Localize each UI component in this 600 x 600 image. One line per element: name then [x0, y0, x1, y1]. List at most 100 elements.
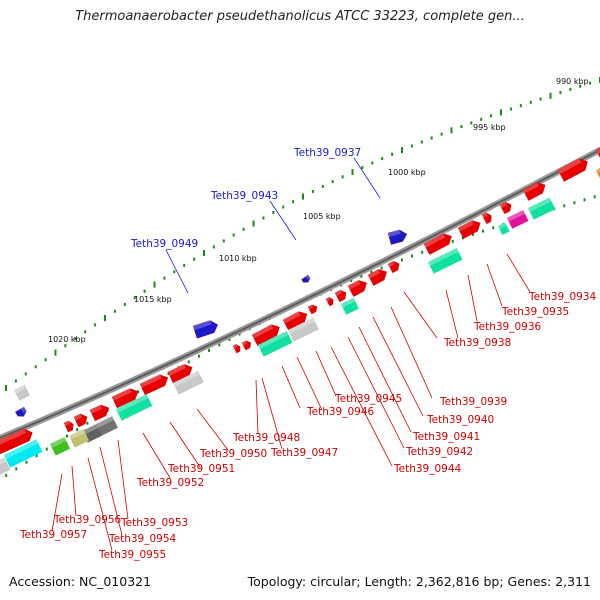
- gene-label[interactable]: Teth39_0941: [412, 431, 480, 443]
- gene-arrow-highlight: [308, 304, 314, 310]
- gene-label[interactable]: Teth39_0948: [232, 432, 300, 444]
- scale-tick: [331, 180, 334, 184]
- gene-arrow-highlight: [252, 324, 274, 339]
- gene-box-shape: [50, 436, 71, 456]
- rna-arrow-shape: [192, 320, 219, 339]
- gene-arrow-shape: [367, 269, 387, 286]
- gene-label[interactable]: Teth39_0938: [443, 337, 511, 349]
- scale-tick: [311, 189, 314, 193]
- gene-box-highlight: [96, 416, 115, 428]
- gene-label[interactable]: Teth39_0946: [306, 406, 375, 418]
- gene-arrow-shape: [347, 280, 367, 297]
- scale-tick: [579, 84, 582, 88]
- gene-label[interactable]: Teth39_0954: [108, 533, 177, 545]
- scale-tick: [549, 92, 552, 99]
- leader-line: [390, 306, 433, 399]
- gene-arrow-highlight: [458, 220, 475, 232]
- gene-label[interactable]: Teth39_0936: [473, 321, 542, 333]
- gene-label[interactable]: Teth39_0952: [136, 477, 204, 489]
- gene-box-shape: [4, 439, 43, 468]
- scale-tick: [569, 87, 572, 91]
- scale-tick: [113, 309, 116, 313]
- scale-tick: [400, 258, 403, 262]
- leader-line: [71, 465, 77, 517]
- gene-arrow-shape: [73, 413, 88, 428]
- scale-tick: [282, 205, 285, 209]
- gene-label[interactable]: Teth39_0956: [53, 514, 122, 526]
- scale-tick: [509, 107, 512, 111]
- leader-line: [117, 439, 129, 520]
- gene-label[interactable]: Teth39_0957: [19, 529, 87, 541]
- gene-label[interactable]: Teth39_0943: [210, 190, 278, 202]
- gene-arrow-shape: [387, 261, 400, 274]
- gene-label[interactable]: Teth39_0953: [120, 517, 188, 529]
- leader-line: [330, 346, 393, 467]
- leader-line: [169, 421, 201, 468]
- gene-arrow: [232, 344, 241, 354]
- scale-tick: [360, 274, 363, 278]
- gene-box-highlight: [50, 436, 67, 448]
- rna-arrow: [192, 320, 219, 339]
- leader-line: [353, 157, 381, 199]
- leader-line: [358, 326, 412, 433]
- scale-tick: [421, 250, 424, 254]
- feature-labels: 990 kbp 995 kbp 1000 kbp 1005 kbp 1010 k…: [19, 77, 597, 561]
- gene-label[interactable]: Teth39_0944: [393, 463, 462, 475]
- scale-tick: [153, 281, 156, 288]
- gene-label[interactable]: Teth39_0937: [293, 147, 361, 159]
- gene-box-highlight: [498, 222, 507, 229]
- gene-label[interactable]: Teth39_0951: [167, 463, 235, 475]
- gene-label[interactable]: Teth39_0935: [501, 306, 569, 318]
- gene-arrow-shape: [251, 324, 280, 346]
- gene-box-shape: [173, 370, 204, 395]
- gene-arrow-shape: [111, 388, 139, 409]
- gene-box-shape: [69, 428, 90, 448]
- gene-arrow-highlight: [233, 344, 238, 349]
- gene-arrow-shape: [241, 340, 252, 351]
- gene-label[interactable]: Teth39_0947: [270, 447, 338, 459]
- rna-arrow-highlight: [388, 229, 401, 237]
- scale-tick: [133, 296, 136, 300]
- gene-box-highlight: [288, 317, 316, 334]
- tick-label: 1005 kbp: [303, 212, 341, 221]
- gene-label[interactable]: Teth39_0934: [528, 291, 597, 303]
- gene-arrow: [367, 269, 387, 286]
- gene-label[interactable]: Teth39_0949: [130, 238, 198, 250]
- gene-label[interactable]: Teth39_0942: [405, 446, 473, 458]
- gene-label[interactable]: Teth39_0945: [334, 393, 402, 405]
- gene-label[interactable]: Teth39_0950: [199, 448, 267, 460]
- topology-text: Topology: circular; Length: 2,362,816 bp…: [247, 574, 591, 589]
- rna-arrow: [15, 406, 27, 417]
- leader-line: [486, 263, 503, 307]
- scale-tick: [380, 266, 383, 270]
- scale-tick: [500, 109, 502, 116]
- gene-box-shape: [288, 317, 319, 342]
- scale-tick: [381, 157, 384, 161]
- gene-arrow: [73, 413, 88, 428]
- gene-box-highlight: [82, 423, 99, 435]
- gene-label[interactable]: Teth39_0940: [426, 414, 494, 426]
- kbp-dotted-scale: [5, 76, 600, 477]
- leader-line: [51, 473, 63, 532]
- gene-box-highlight: [596, 166, 600, 173]
- gene-arrow: [89, 404, 110, 422]
- gene-arrow-shape: [423, 233, 452, 255]
- gene-box: [258, 330, 293, 357]
- gene-label[interactable]: Teth39_0955: [98, 549, 166, 561]
- leader-line: [87, 457, 113, 551]
- scale-tick: [66, 434, 69, 438]
- gene-label[interactable]: Teth39_0939: [439, 396, 507, 408]
- leader-line: [165, 249, 189, 294]
- gene-box: [4, 439, 43, 468]
- scale-tick: [187, 360, 190, 364]
- gene-arrow-highlight: [0, 428, 26, 446]
- gene-box: [50, 436, 71, 456]
- gene-box-shape: [428, 247, 463, 274]
- gene-arrow: [387, 261, 400, 274]
- gene-box-shape: [96, 416, 118, 436]
- gene-box-highlight: [116, 394, 149, 413]
- gene-arrow-highlight: [90, 404, 103, 414]
- gene-arrow: [499, 202, 512, 215]
- scale-tick: [218, 343, 221, 347]
- scale-tick: [183, 263, 186, 267]
